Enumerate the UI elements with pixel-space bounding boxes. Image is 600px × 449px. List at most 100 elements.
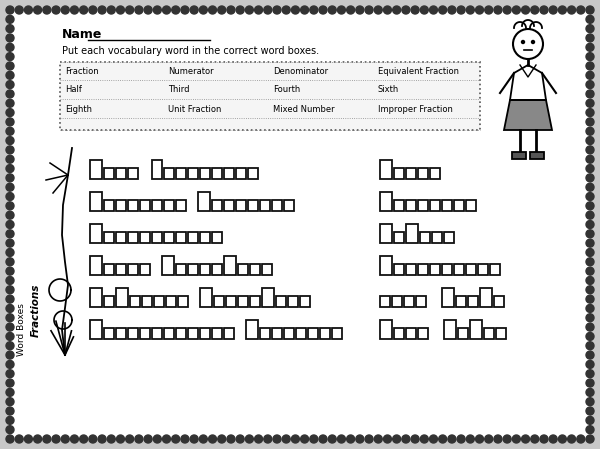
Circle shape: [531, 6, 539, 14]
Circle shape: [181, 6, 189, 14]
Bar: [238, 296, 248, 307]
Circle shape: [310, 435, 318, 443]
Bar: [104, 232, 114, 243]
Bar: [164, 200, 174, 211]
Bar: [224, 256, 236, 275]
Bar: [224, 328, 234, 339]
Bar: [530, 152, 544, 159]
Bar: [246, 320, 258, 339]
Circle shape: [25, 435, 32, 443]
Bar: [238, 264, 248, 275]
Circle shape: [154, 6, 161, 14]
Circle shape: [586, 62, 594, 70]
Circle shape: [6, 81, 14, 88]
Circle shape: [135, 6, 143, 14]
Bar: [116, 168, 126, 179]
Circle shape: [15, 6, 23, 14]
Bar: [250, 264, 260, 275]
Bar: [90, 288, 102, 307]
Circle shape: [6, 277, 14, 285]
Bar: [226, 296, 236, 307]
Text: Numerator: Numerator: [168, 67, 214, 76]
Circle shape: [6, 435, 14, 443]
Bar: [468, 296, 478, 307]
Circle shape: [6, 53, 14, 61]
Circle shape: [6, 183, 14, 191]
Circle shape: [392, 6, 401, 14]
Bar: [128, 328, 138, 339]
Bar: [430, 264, 440, 275]
Bar: [200, 264, 210, 275]
Circle shape: [52, 6, 60, 14]
Circle shape: [586, 155, 594, 163]
Bar: [250, 296, 260, 307]
Circle shape: [199, 435, 208, 443]
Circle shape: [43, 435, 51, 443]
Bar: [236, 168, 246, 179]
Bar: [116, 200, 126, 211]
Circle shape: [448, 435, 456, 443]
Circle shape: [6, 239, 14, 247]
Bar: [406, 264, 416, 275]
Circle shape: [586, 146, 594, 154]
Circle shape: [264, 6, 272, 14]
Bar: [90, 320, 102, 339]
Text: Equivalent Fraction: Equivalent Fraction: [378, 67, 459, 76]
Circle shape: [531, 435, 539, 443]
Circle shape: [52, 435, 60, 443]
Circle shape: [586, 314, 594, 322]
Circle shape: [586, 164, 594, 172]
Circle shape: [337, 435, 346, 443]
Circle shape: [549, 6, 557, 14]
Text: Third: Third: [168, 85, 190, 94]
Circle shape: [43, 6, 51, 14]
Circle shape: [6, 295, 14, 303]
Circle shape: [586, 25, 594, 33]
Bar: [454, 200, 464, 211]
Circle shape: [6, 164, 14, 172]
Bar: [152, 232, 162, 243]
Circle shape: [559, 435, 566, 443]
Bar: [104, 168, 114, 179]
Circle shape: [6, 314, 14, 322]
Circle shape: [319, 6, 327, 14]
Bar: [416, 296, 426, 307]
Circle shape: [61, 6, 69, 14]
Text: Name: Name: [62, 28, 103, 41]
Bar: [224, 200, 234, 211]
Circle shape: [549, 435, 557, 443]
Circle shape: [6, 202, 14, 210]
Bar: [296, 328, 306, 339]
Circle shape: [172, 6, 180, 14]
Circle shape: [586, 258, 594, 266]
Bar: [478, 264, 488, 275]
Circle shape: [568, 6, 575, 14]
Polygon shape: [504, 100, 552, 130]
Circle shape: [411, 435, 419, 443]
Circle shape: [6, 193, 14, 201]
Circle shape: [227, 6, 235, 14]
Circle shape: [282, 6, 290, 14]
Circle shape: [411, 6, 419, 14]
Bar: [454, 264, 464, 275]
Bar: [432, 232, 442, 243]
Bar: [260, 328, 270, 339]
Bar: [380, 224, 392, 243]
Circle shape: [586, 407, 594, 415]
Circle shape: [15, 435, 23, 443]
Bar: [198, 192, 210, 211]
Circle shape: [6, 118, 14, 126]
Circle shape: [6, 127, 14, 135]
Bar: [128, 264, 138, 275]
Circle shape: [540, 6, 548, 14]
Circle shape: [586, 220, 594, 229]
Bar: [394, 200, 404, 211]
Circle shape: [512, 6, 520, 14]
Bar: [90, 160, 102, 179]
Circle shape: [559, 6, 566, 14]
Circle shape: [209, 435, 217, 443]
Circle shape: [163, 6, 170, 14]
Circle shape: [586, 239, 594, 247]
Circle shape: [144, 6, 152, 14]
Circle shape: [586, 90, 594, 98]
